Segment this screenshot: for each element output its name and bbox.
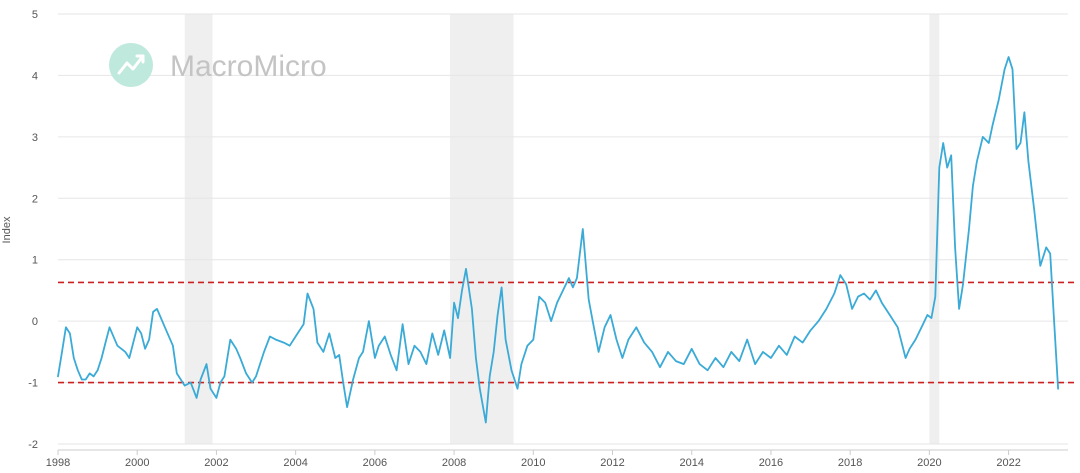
x-tick-label: 1998 bbox=[46, 457, 70, 469]
y-axis-label: Index bbox=[1, 216, 13, 243]
x-tick-label: 2022 bbox=[996, 457, 1020, 469]
x-tick-label: 2000 bbox=[125, 457, 149, 469]
y-tick-label: 3 bbox=[32, 132, 38, 144]
x-tick-label: 2004 bbox=[283, 457, 307, 469]
y-tick-label: 0 bbox=[32, 316, 38, 328]
x-tick-label: 2014 bbox=[679, 457, 703, 469]
series-group bbox=[57, 56, 1059, 424]
recession-band-2 bbox=[929, 14, 940, 444]
x-tick-label: 2012 bbox=[600, 457, 624, 469]
y-tick-label: 5 bbox=[32, 9, 38, 21]
y-tick-label: 2 bbox=[32, 193, 38, 205]
recession-shading bbox=[184, 14, 940, 444]
x-tick-label: 2020 bbox=[917, 457, 941, 469]
x-tick-label: 2002 bbox=[204, 457, 228, 469]
series-line-0 bbox=[57, 56, 1059, 424]
y-tick-label: -1 bbox=[28, 378, 38, 390]
x-tick-label: 2016 bbox=[759, 457, 783, 469]
x-tick-label: 2018 bbox=[838, 457, 862, 469]
x-axis-ticks: 1998 2000 2002 2004 2006 2008 2010 2012 2014 2016… bbox=[46, 449, 1068, 469]
y-tick-label: -2 bbox=[28, 439, 38, 451]
x-tick-label: 2006 bbox=[363, 457, 387, 469]
y-axis-ticks: 5 4 3 2 1 0 -1 -2 bbox=[28, 9, 38, 451]
watermark-text: MacroMicro bbox=[170, 50, 327, 83]
y-tick-label: 4 bbox=[32, 70, 38, 82]
x-tick-label: 2010 bbox=[521, 457, 545, 469]
x-tick-label: 2008 bbox=[442, 457, 466, 469]
reference-lines bbox=[58, 281, 1078, 384]
watermark: MacroMicro bbox=[109, 43, 327, 87]
y-tick-label: 1 bbox=[32, 255, 38, 267]
recession-band-1 bbox=[450, 14, 514, 444]
